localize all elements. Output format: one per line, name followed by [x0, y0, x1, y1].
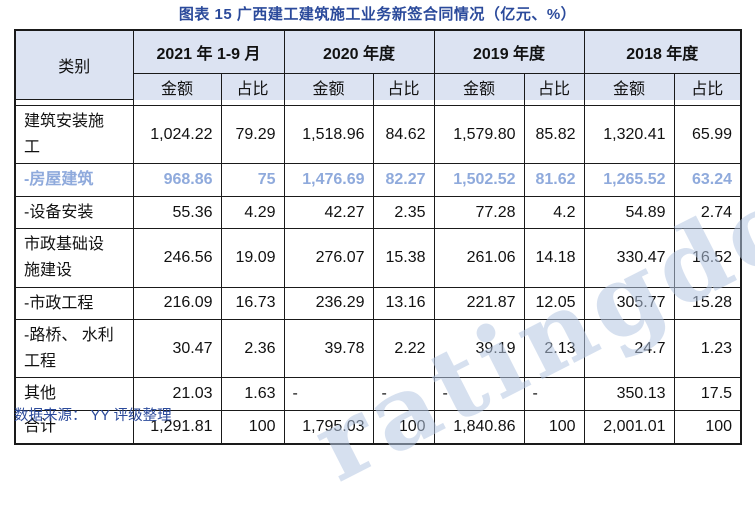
- cell-share: 84.62: [372, 104, 435, 165]
- cell-amount: 55.36: [132, 195, 222, 230]
- cell-amount: 1,265.52: [583, 163, 675, 197]
- cell-share: 16.52: [673, 228, 742, 288]
- cell-amount: 350.13: [583, 377, 675, 411]
- row-label: -设备安装: [14, 195, 134, 230]
- row-label: 其他: [14, 377, 134, 411]
- cell-amount: 968.86: [132, 163, 222, 197]
- column-header-amount: 金额: [132, 72, 222, 100]
- cell-share: 85.82: [523, 104, 585, 165]
- column-header-period-2021: 2021 年 1-9 月: [132, 29, 285, 74]
- cell-amount: 330.47: [583, 228, 675, 288]
- cell-share: 2.13: [523, 319, 585, 379]
- cell-share: -: [372, 377, 435, 411]
- cell-share: 2.36: [220, 319, 285, 379]
- cell-amount: 39.19: [433, 319, 525, 379]
- cell-amount: 77.28: [433, 195, 525, 230]
- row-label: -路桥、 水利工程: [14, 319, 134, 379]
- cell-share: 65.99: [673, 104, 742, 165]
- cell-share: 100: [372, 409, 435, 445]
- header-row-periods: 类别 2021 年 1-9 月 2020 年度 2019 年度 2018 年度: [14, 29, 742, 100]
- row-label: 建筑安装施工: [14, 104, 134, 165]
- table-row: 建筑安装施工 1,024.22 79.29 1,518.96 84.62 1,5…: [14, 104, 742, 165]
- cell-amount: 276.07: [283, 228, 374, 288]
- cell-share: 100: [523, 409, 585, 445]
- column-header-amount: 金额: [433, 72, 525, 100]
- cell-amount: 24.7: [583, 319, 675, 379]
- cell-amount: 1,840.86: [433, 409, 525, 445]
- cell-amount: 246.56: [132, 228, 222, 288]
- cell-amount: 1,502.52: [433, 163, 525, 197]
- contracts-table: 类别 2021 年 1-9 月 2020 年度 2019 年度 2018 年度 …: [14, 29, 743, 445]
- column-header-period-2019: 2019 年度: [433, 29, 585, 74]
- cell-amount: 261.06: [433, 228, 525, 288]
- column-header-amount: 金额: [283, 72, 374, 100]
- row-label: -房屋建筑: [14, 163, 134, 197]
- cell-amount: 216.09: [132, 286, 222, 321]
- cell-share: 1.63: [220, 377, 285, 411]
- cell-share: 2.22: [372, 319, 435, 379]
- cell-amount: 30.47: [132, 319, 222, 379]
- cell-amount: 1,320.41: [583, 104, 675, 165]
- cell-amount: 221.87: [433, 286, 525, 321]
- row-label: 市政基础设施建设: [14, 228, 134, 288]
- report-page: { "title": "图表 15 广西建工建筑施工业务新签合同情况（亿元、%）…: [14, 6, 755, 505]
- cell-share: 13.16: [372, 286, 435, 321]
- cell-share: 15.38: [372, 228, 435, 288]
- cell-amount: 54.89: [583, 195, 675, 230]
- cell-amount: -: [283, 377, 374, 411]
- cell-share: 4.29: [220, 195, 285, 230]
- row-label: -市政工程: [14, 286, 134, 321]
- cell-share: 19.09: [220, 228, 285, 288]
- cell-share: 15.28: [673, 286, 742, 321]
- table-row-highlighted: -房屋建筑 968.86 75 1,476.69 82.27 1,502.52 …: [14, 163, 742, 197]
- table-header: 类别 2021 年 1-9 月 2020 年度 2019 年度 2018 年度 …: [14, 29, 742, 100]
- cell-share: 4.2: [523, 195, 585, 230]
- cell-amount: 39.78: [283, 319, 374, 379]
- cell-amount: 1,476.69: [283, 163, 374, 197]
- cell-amount: 2,001.01: [583, 409, 675, 445]
- cell-share: 100: [673, 409, 742, 445]
- cell-share: 17.5: [673, 377, 742, 411]
- cell-share: 2.74: [673, 195, 742, 230]
- column-header-category: 类别: [14, 29, 134, 100]
- cell-share: 16.73: [220, 286, 285, 321]
- table-body: 建筑安装施工 1,024.22 79.29 1,518.96 84.62 1,5…: [14, 99, 742, 445]
- cell-share: 81.62: [523, 163, 585, 197]
- cell-share: -: [523, 377, 585, 411]
- cell-amount: 236.29: [283, 286, 374, 321]
- column-header-amount: 金额: [583, 72, 675, 100]
- cell-share: 100: [220, 409, 285, 445]
- cell-share: 12.05: [523, 286, 585, 321]
- cell-share: 75: [220, 163, 285, 197]
- cell-share: 2.35: [372, 195, 435, 230]
- cell-share: 82.27: [372, 163, 435, 197]
- cell-amount: 42.27: [283, 195, 374, 230]
- cell-amount: 21.03: [132, 377, 222, 411]
- column-header-share: 占比: [372, 72, 435, 100]
- cell-share: 14.18: [523, 228, 585, 288]
- header-row-subheaders: 金额 占比 金额 占比 金额 占比 金额 占比: [15, 72, 742, 100]
- cell-share: 79.29: [220, 104, 285, 165]
- column-header-period-2018: 2018 年度: [583, 29, 742, 74]
- column-header-period-2020: 2020 年度: [283, 29, 435, 74]
- cell-amount: -: [433, 377, 525, 411]
- cell-share: 63.24: [673, 163, 742, 197]
- cell-amount: 1,795.03: [283, 409, 374, 445]
- table-row: 市政基础设施建设 246.56 19.09 276.07 15.38 261.0…: [14, 228, 742, 288]
- cell-amount: 1,518.96: [283, 104, 374, 165]
- page-title: 图表 15 广西建工建筑施工业务新签合同情况（亿元、%）: [178, 6, 577, 23]
- column-header-share: 占比: [220, 72, 285, 100]
- cell-share: 1.23: [673, 319, 742, 379]
- column-header-share: 占比: [523, 72, 585, 100]
- data-source-note: 数据来源： YY 评级整理: [14, 408, 172, 424]
- cell-amount: 1,579.80: [433, 104, 525, 165]
- cell-amount: 1,024.22: [132, 104, 222, 165]
- column-header-share: 占比: [673, 72, 742, 100]
- table-row: -设备安装 55.36 4.29 42.27 2.35 77.28 4.2 54…: [14, 195, 742, 230]
- cell-amount: 305.77: [583, 286, 675, 321]
- table-row: -市政工程 216.09 16.73 236.29 13.16 221.87 1…: [14, 286, 742, 321]
- table-row: -路桥、 水利工程 30.47 2.36 39.78 2.22 39.19 2.…: [14, 319, 742, 379]
